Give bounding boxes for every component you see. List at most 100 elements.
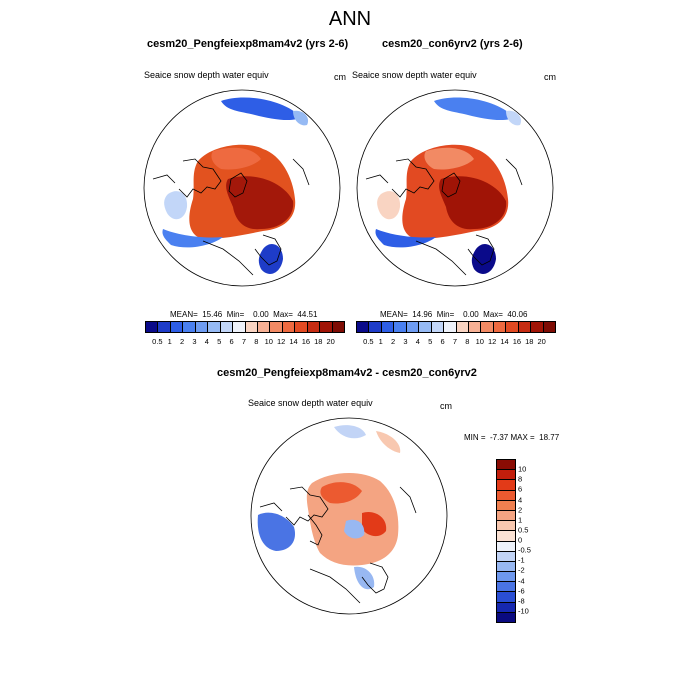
panel-2-baltic-ice <box>471 244 496 274</box>
panel-1-colorbar-swatch <box>183 322 196 332</box>
panel-2-colorbar-tick-label: 5 <box>428 337 433 346</box>
diff-map-border <box>250 417 448 615</box>
diff-units-label: cm <box>440 401 452 411</box>
panel-2-colorbar-tick-label: 3 <box>403 337 408 346</box>
diff-colorbar-swatch <box>497 490 515 501</box>
panel-2-colorbar-tick-label: 4 <box>415 337 420 346</box>
panel-1-colorbar-swatch <box>146 322 159 332</box>
panel-2-colorbar-tick-label: 12 <box>487 337 497 346</box>
diff-colorbar-swatch <box>497 500 515 511</box>
panel-1-colorbar-swatch <box>332 322 344 332</box>
panel-2-colorbar-tick-label: 7 <box>452 337 458 346</box>
panel-2-colorbar-swatch <box>543 322 555 332</box>
panel-2-okhotsk-ice <box>506 110 522 126</box>
panel-2-coastline <box>365 158 523 276</box>
panel-2-title: cesm20_con6yrv2 (yrs 2-6) <box>382 38 523 50</box>
diff-negative-bering <box>334 425 366 439</box>
panel-1-colorbar-tick-label: 18 <box>314 337 323 346</box>
panel-2-colorbar-swatch <box>506 322 519 332</box>
panel-2-colorbar-swatch <box>444 322 457 332</box>
diff-stats: MIN = -7.37 MAX = 18.77 <box>464 433 560 442</box>
diff-colorbar-swatch <box>497 582 515 593</box>
panel-1-deep-snow-region <box>226 176 294 230</box>
diff-colorbar-tick-label: -4 <box>518 576 525 585</box>
panel-1-colorbar-tick-label: 0.5 <box>152 337 163 346</box>
panel-2-deep-snow-region <box>439 176 507 230</box>
panel-2-colorbar-tick-label: 2 <box>391 337 396 346</box>
panel-1-colorbar-tick-label: 12 <box>276 337 286 346</box>
diff-negative-north-atlantic <box>354 566 375 590</box>
panel-1-colorbar-swatch <box>245 322 258 332</box>
panel-1-colorbar-swatch <box>257 322 271 332</box>
panel-2-colorbar-swatch <box>481 322 494 332</box>
panel-1-variable-label: Seaice snow depth water equiv <box>144 70 269 80</box>
diff-colorbar-tick-label: 0.5 <box>518 525 529 535</box>
diff-colorbar-tick-label: 10 <box>518 464 527 474</box>
panel-1-colorbar-swatch <box>170 322 184 332</box>
diff-coastline <box>259 486 417 604</box>
panel-2-colorbar-tick-label: 8 <box>465 337 470 346</box>
panel-1-colorbar-tick-label: 2 <box>180 337 185 346</box>
panel-2-colorbar-tick-label: 0.5 <box>363 337 374 346</box>
diff-negative-central <box>344 519 365 539</box>
diff-colorbar-swatch <box>497 541 515 552</box>
panel-1-colorbar-swatch <box>307 322 321 332</box>
diff-colorbar <box>496 459 516 623</box>
panel-2-colorbar-swatch <box>531 322 544 332</box>
panel-1-colorbar-swatch <box>320 322 333 332</box>
diff-panel-title: cesm20_Pengfeiexp8mam4v2 - cesm20_con6yr… <box>217 367 477 379</box>
diff-colorbar-tick-label: -0.5 <box>518 545 531 555</box>
panel-1-colorbar-tick-label: 6 <box>229 337 234 346</box>
panel-2-polar-map <box>356 89 554 287</box>
panel-2-variable-label: Seaice snow depth water equiv <box>352 70 477 80</box>
diff-colorbar-tick-label: 6 <box>518 484 523 494</box>
panel-1-colorbar-swatch <box>282 322 296 332</box>
diff-colorbar-tick-label: -1 <box>518 555 525 565</box>
panel-1-stats: MEAN= 15.46 Min= 0.00 Max= 44.51 <box>170 310 318 319</box>
panel-2-colorbar-swatch <box>381 322 395 332</box>
panel-1-okhotsk-ice <box>293 110 309 126</box>
panel-1-map-border <box>143 89 341 287</box>
panel-2-colorbar-swatch <box>406 322 420 332</box>
panel-1-colorbar-tick-label: 20 <box>326 337 335 346</box>
diff-colorbar-swatch <box>497 531 515 542</box>
panel-1-colorbar-labels: 0.5 1 2 3 4 5 6 7 8 10 12 14 16 18 20 <box>145 337 343 347</box>
panel-2-colorbar-swatch <box>468 322 482 332</box>
panel-2-colorbar-swatch <box>357 322 370 332</box>
panel-1-colorbar-tick-label: 10 <box>264 337 273 346</box>
panel-1-polar-map <box>143 89 341 287</box>
panel-1-colorbar-swatch <box>233 322 246 332</box>
diff-colorbar-swatch <box>497 612 515 622</box>
panel-2-colorbar-swatch <box>518 322 532 332</box>
panel-2-colorbar-swatch <box>419 322 432 332</box>
panel-2-colorbar-swatch <box>493 322 507 332</box>
diff-colorbar-tick-label: 2 <box>518 505 523 515</box>
diff-colorbar-swatch <box>497 460 515 471</box>
panel-1-colorbar-swatch <box>195 322 209 332</box>
panel-2-units-label: cm <box>544 72 556 82</box>
diff-negative-west <box>257 512 296 551</box>
diff-strong-positive-east <box>362 511 387 537</box>
diff-colorbar-tick-label: -10 <box>518 606 529 616</box>
panel-1-baltic-ice <box>258 244 283 274</box>
panel-2-colorbar-tick-label: 6 <box>440 337 445 346</box>
panel-2-colorbar-labels: 0.5 1 2 3 4 5 6 7 8 10 12 14 16 18 20 <box>356 337 554 347</box>
panel-1-units-label: cm <box>334 72 346 82</box>
diff-colorbar-swatch <box>497 551 515 562</box>
diff-colorbar-swatch <box>497 510 515 522</box>
diff-colorbar-labels: 10 8 6 4 2 1 0.5 0 -0.5 -1 -2 -4 -6 -8 -10 <box>518 459 542 621</box>
diff-colorbar-tick-label: -2 <box>518 565 525 575</box>
diff-colorbar-swatch <box>497 561 515 573</box>
panel-1-colorbar-swatch <box>270 322 283 332</box>
panel-2-colorbar <box>356 321 556 333</box>
panel-2-orange-patch <box>424 147 474 170</box>
panel-2-colorbar-swatch <box>456 322 469 332</box>
panel-1-orange-patch <box>211 147 261 170</box>
panel-1-colorbar-tick-label: 1 <box>167 337 172 346</box>
panel-1-colorbar-tick-label: 8 <box>254 337 259 346</box>
diff-colorbar-tick-label: 1 <box>518 515 523 525</box>
diff-colorbar-swatch <box>497 572 515 583</box>
panel-2-stats: MEAN= 14.96 Min= 0.00 Max= 40.06 <box>380 310 528 319</box>
panel-1-colorbar-swatch <box>295 322 308 332</box>
panel-2-colorbar-tick-label: 18 <box>525 337 534 346</box>
